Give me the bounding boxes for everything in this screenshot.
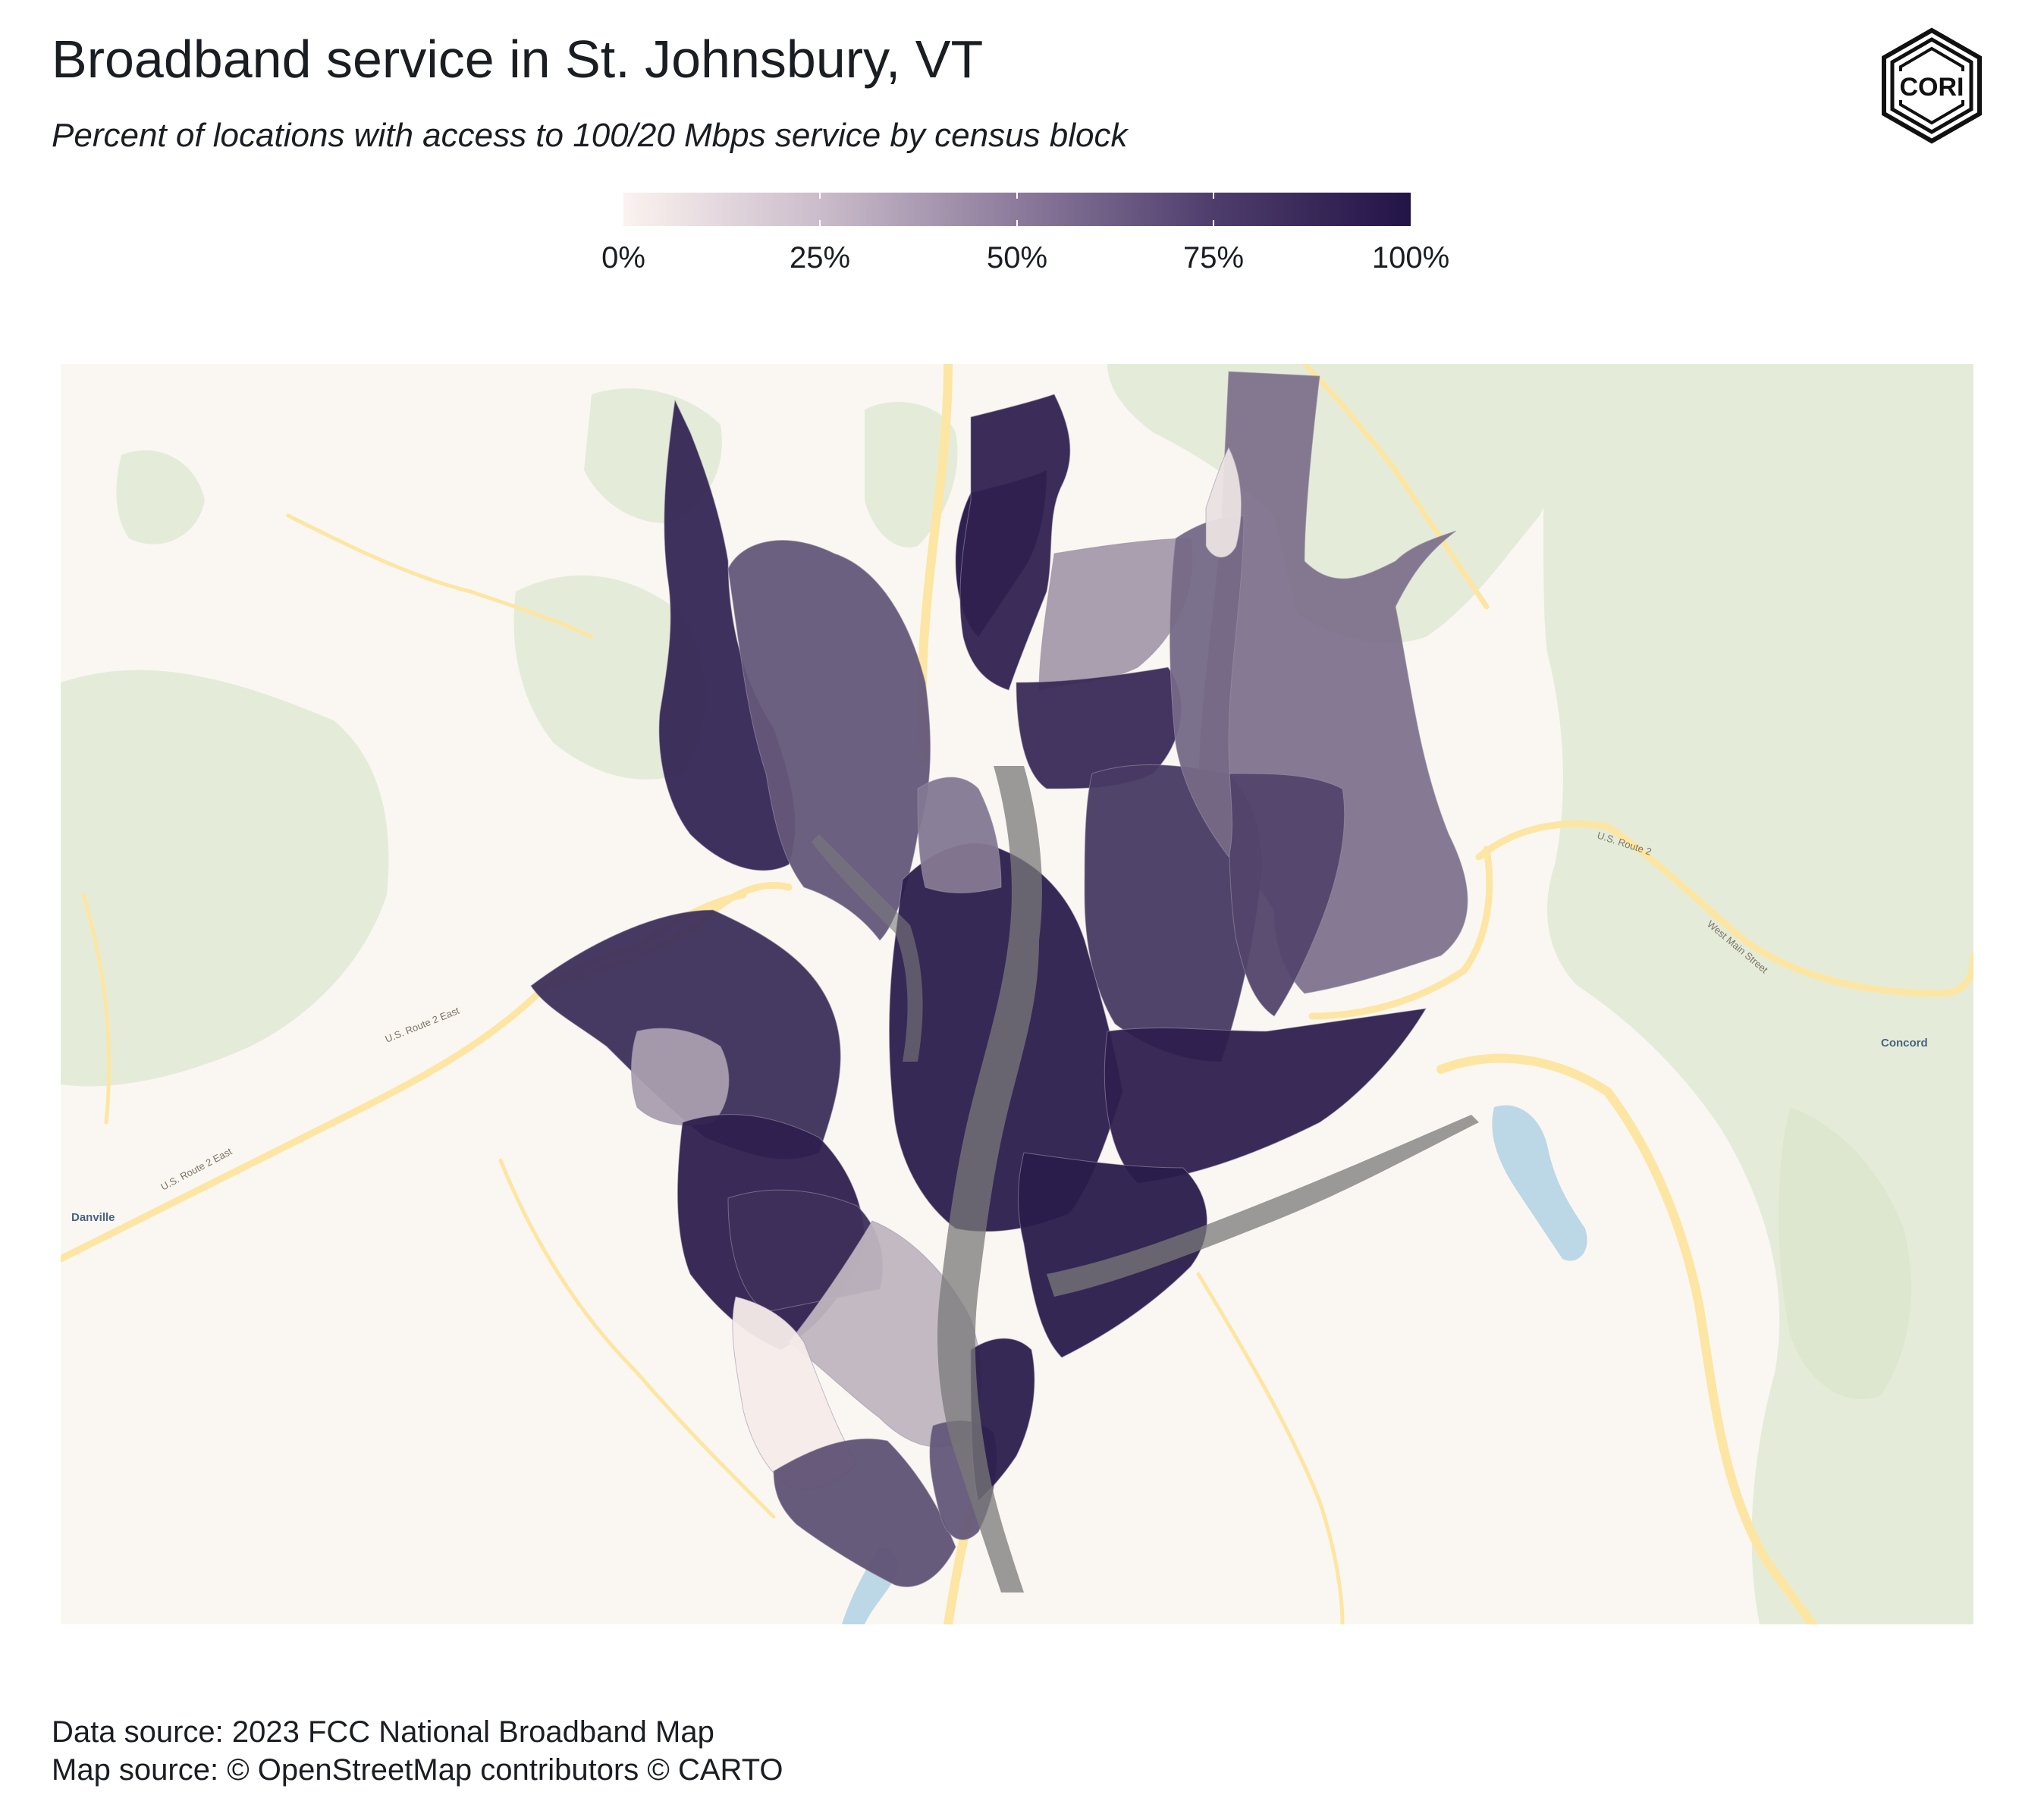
logo-text: CORI (1900, 73, 1964, 102)
census-block[interactable] (1018, 1152, 1207, 1358)
river-corridor-north (812, 834, 923, 1062)
legend-tick-25: 25% (789, 241, 851, 275)
legend-tick-100: 100% (1371, 241, 1450, 275)
page-title: Broadband service in St. Johnsbury, VT (52, 30, 984, 89)
census-block[interactable] (1038, 538, 1193, 691)
cori-logo-icon: CORI (1882, 27, 1982, 144)
census-block[interactable] (959, 394, 1071, 691)
lake-icon (1492, 1105, 1587, 1261)
census-block[interactable] (773, 1438, 956, 1588)
map-source-note: Map source: © OpenStreetMap contributors… (52, 1753, 783, 1787)
census-block[interactable] (1205, 446, 1242, 558)
river-corridor (937, 766, 1042, 1592)
legend-tick-75: 75% (1182, 241, 1245, 275)
legend-tick-50: 50% (986, 241, 1048, 275)
page-subtitle: Percent of locations with access to 100/… (52, 117, 1128, 154)
census-block[interactable] (1228, 773, 1345, 1017)
census-block[interactable] (1170, 515, 1245, 858)
census-block-layer (530, 371, 1468, 1588)
river-corridor-east (1047, 1115, 1479, 1297)
map-svg[interactable]: U.S. Route 2 East U.S. Route 2 West Main… (61, 364, 1973, 1624)
color-legend: 0% 25% 50% 75% 100% (0, 0, 2022, 303)
place-label-danville: Danville (71, 1211, 115, 1224)
census-block[interactable] (631, 1028, 730, 1126)
map-panel[interactable]: U.S. Route 2 East U.S. Route 2 West Main… (61, 364, 1973, 1624)
legend-gradient-bar (623, 193, 1411, 226)
cori-logo: CORI (1879, 27, 1984, 144)
place-label-concord: Concord (1881, 1037, 1928, 1050)
data-source-note: Data source: 2023 FCC National Broadband… (52, 1715, 714, 1749)
census-block[interactable] (917, 777, 1002, 893)
legend-tick-0: 0% (601, 241, 645, 275)
